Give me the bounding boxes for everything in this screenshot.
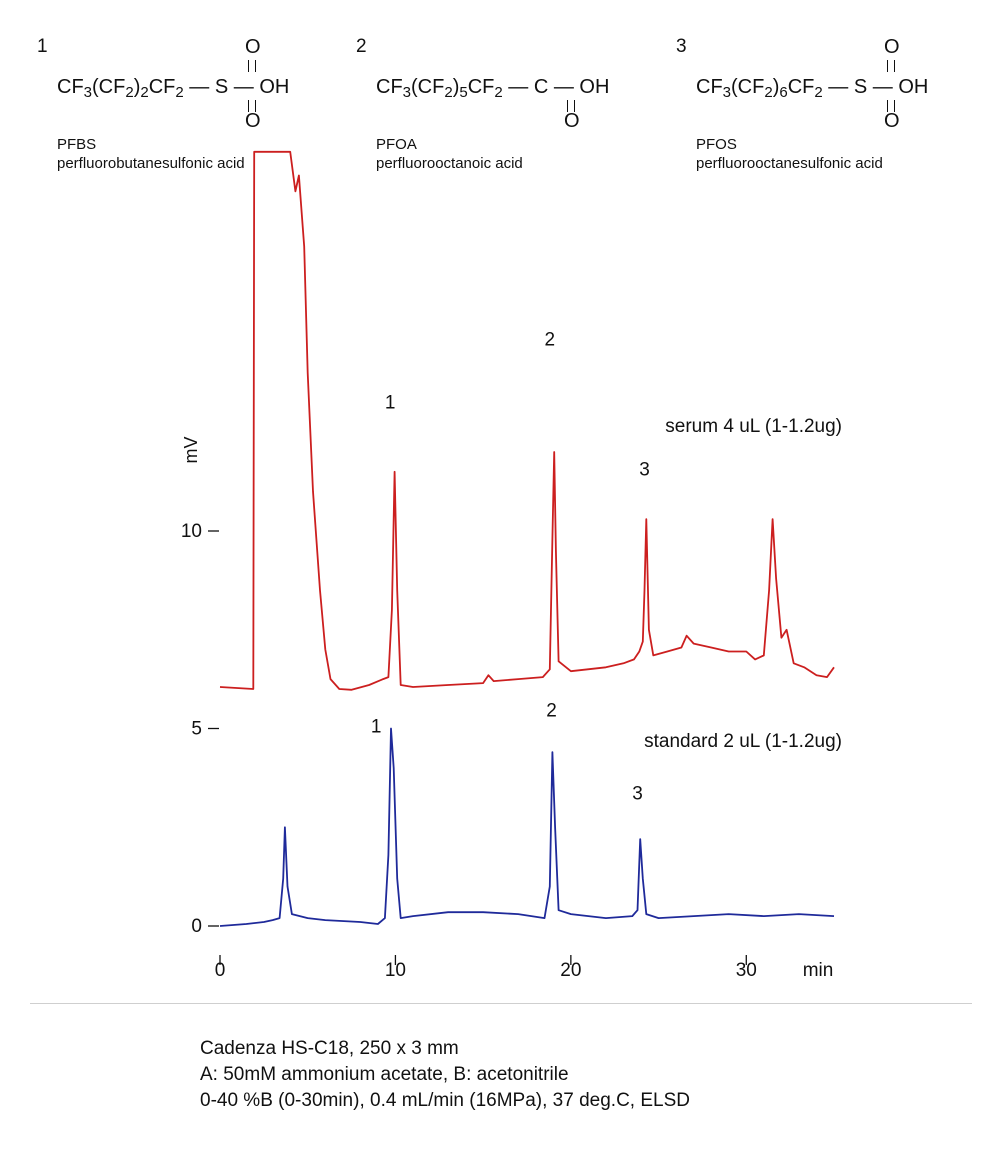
formula-sub: 2 — [175, 84, 184, 101]
formula-part: CF — [787, 76, 815, 98]
chart-label-layer: serum 4 uL (1-1.2ug) standard 2 uL (1-1.2… — [371, 329, 842, 804]
x-tick-label: 10 — [385, 960, 406, 981]
formula-hydroxyl: OH — [259, 76, 290, 98]
peak-label: 2 — [546, 701, 557, 722]
y-tick-label: 0 — [191, 916, 202, 937]
compound-formula: CF3(CF2)5CF2 — C — OH — [376, 76, 610, 101]
compound-number: 1 — [37, 36, 48, 57]
formula-hydroxyl: OH — [898, 76, 929, 98]
formula-part: CF — [148, 76, 176, 98]
double-bond-bottom — [567, 100, 575, 112]
peak-label: 3 — [639, 460, 650, 481]
oxygen-bottom: O — [245, 110, 261, 132]
compound-name: perfluorobutanesulfonic acid — [57, 155, 245, 172]
compound-abbr: PFOS — [696, 136, 737, 153]
x-tick-label: 30 — [736, 960, 757, 981]
formula-sub: 3 — [722, 84, 732, 101]
formula-part: (CF — [411, 76, 445, 98]
formula-part: CF — [57, 76, 84, 98]
formula-sub: 6 — [779, 84, 788, 101]
section-divider — [30, 1003, 972, 1004]
x-tick-label: 20 — [560, 960, 581, 981]
compound-name: perfluorooctanesulfonic acid — [696, 155, 883, 172]
x-tick-label: 0 — [215, 960, 226, 981]
formula-sub: 3 — [402, 84, 412, 101]
chart-series-layer — [219, 150, 835, 927]
peak-label: 1 — [385, 393, 396, 414]
formula-center-atom: S — [853, 76, 868, 98]
condition-column: Cadenza HS-C18, 250 x 3 mm — [200, 1038, 459, 1059]
peak-label: 2 — [545, 329, 556, 350]
x-axis-label: min — [803, 960, 834, 981]
formula-sub: 3 — [83, 84, 93, 101]
double-bond-top — [248, 60, 256, 72]
formula-center-atom: C — [533, 76, 549, 98]
formula-part: ) — [452, 76, 460, 98]
formula-center-atom: S — [214, 76, 229, 98]
formula-sub: 2 — [764, 84, 773, 101]
peak-label: 3 — [632, 784, 643, 805]
series-title-standard: standard 2 uL (1-1.2ug) — [644, 731, 842, 752]
compound-formula: CF3(CF2)6CF2 — S — OH — [696, 76, 929, 101]
series-line-2 — [219, 727, 835, 927]
formula-hydroxyl: OH — [579, 76, 610, 98]
y-tick-label: 10 — [181, 521, 202, 542]
method-conditions: Cadenza HS-C18, 250 x 3 mm A: 50mM ammon… — [200, 1036, 690, 1114]
condition-gradient: 0-40 %B (0-30min), 0.4 mL/min (16MPa), 3… — [200, 1090, 690, 1111]
oxygen-top: O — [245, 36, 261, 58]
peak-label: 1 — [371, 716, 382, 737]
series-title-serum: serum 4 uL (1-1.2ug) — [665, 416, 842, 437]
oxygen-bottom: O — [564, 110, 580, 132]
formula-part: ) — [133, 76, 141, 98]
compound-number: 3 — [676, 36, 687, 57]
compound-formula: CF3(CF2)2CF2 — S — OH — [57, 76, 290, 101]
oxygen-bottom: O — [884, 110, 900, 132]
compound-abbr: PFOA — [376, 136, 417, 153]
formula-sub: 2 — [140, 84, 149, 101]
double-bond-bottom — [887, 100, 895, 112]
y-axis-label: mV — [181, 437, 201, 464]
formula-part: (CF — [92, 76, 126, 98]
compound-number: 2 — [356, 36, 367, 57]
series-line-1 — [219, 150, 835, 691]
formula-part: ) — [772, 76, 780, 98]
double-bond-bottom — [248, 100, 256, 112]
double-bond-top — [887, 60, 895, 72]
y-tick-label: 5 — [191, 719, 202, 740]
formula-part: CF — [467, 76, 495, 98]
formula-sub: 2 — [494, 84, 503, 101]
formula-part: (CF — [731, 76, 765, 98]
chart-axes: 0 10 20 30 min 0 5 10 mV — [181, 437, 833, 982]
compound-abbr: PFBS — [57, 136, 97, 153]
formula-part: CF — [376, 76, 403, 98]
oxygen-top: O — [884, 36, 900, 58]
formula-sub: 2 — [814, 84, 823, 101]
formula-part: CF — [696, 76, 723, 98]
compound-name: perfluorooctanoic acid — [376, 155, 523, 172]
formula-sub: 5 — [459, 84, 468, 101]
formula-sub: 2 — [125, 84, 134, 101]
formula-sub: 2 — [444, 84, 453, 101]
condition-mobile-phase: A: 50mM ammonium acetate, B: acetonitril… — [200, 1064, 569, 1085]
